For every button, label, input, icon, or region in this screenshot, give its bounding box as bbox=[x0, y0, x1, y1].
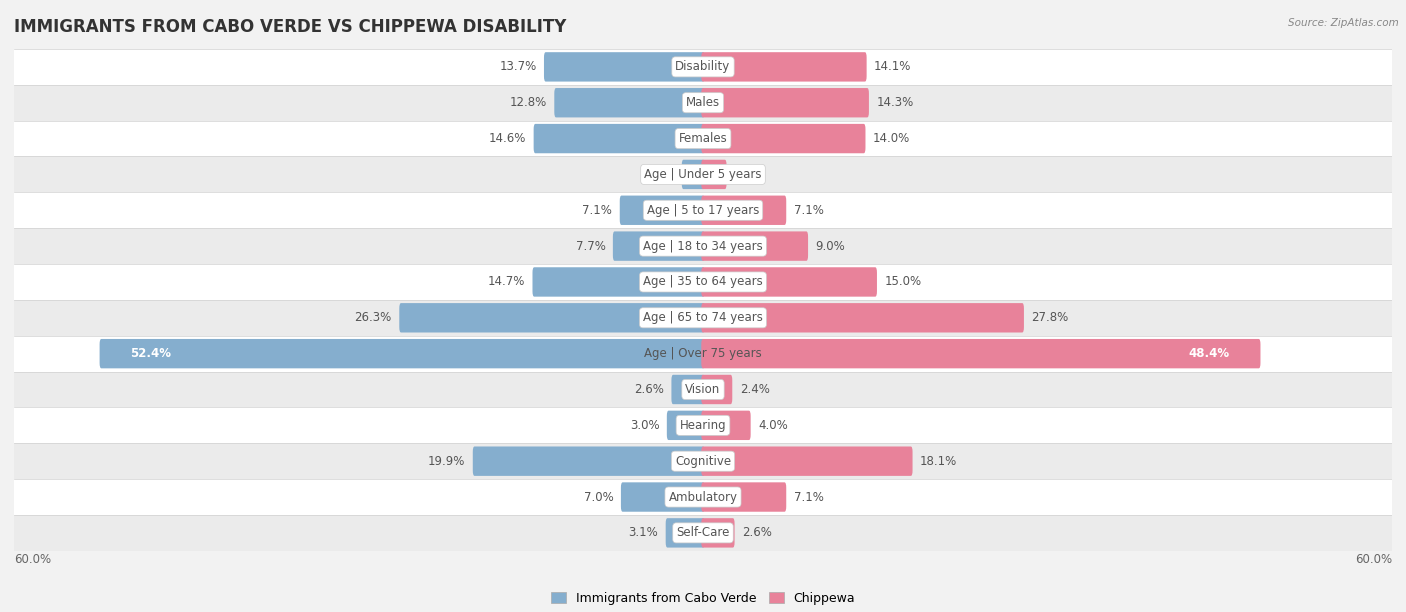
FancyBboxPatch shape bbox=[399, 303, 704, 332]
Text: 1.7%: 1.7% bbox=[644, 168, 675, 181]
FancyBboxPatch shape bbox=[702, 303, 1024, 332]
Text: Ambulatory: Ambulatory bbox=[668, 491, 738, 504]
Text: 1.9%: 1.9% bbox=[734, 168, 763, 181]
Text: 2.4%: 2.4% bbox=[740, 383, 769, 396]
Text: Age | Under 5 years: Age | Under 5 years bbox=[644, 168, 762, 181]
Bar bbox=[14, 479, 1392, 515]
Text: 7.1%: 7.1% bbox=[582, 204, 612, 217]
Text: Age | 18 to 34 years: Age | 18 to 34 years bbox=[643, 240, 763, 253]
Text: 48.4%: 48.4% bbox=[1189, 347, 1230, 360]
Text: 14.6%: 14.6% bbox=[489, 132, 526, 145]
Text: IMMIGRANTS FROM CABO VERDE VS CHIPPEWA DISABILITY: IMMIGRANTS FROM CABO VERDE VS CHIPPEWA D… bbox=[14, 18, 567, 36]
Text: Age | 5 to 17 years: Age | 5 to 17 years bbox=[647, 204, 759, 217]
Text: 7.1%: 7.1% bbox=[794, 204, 824, 217]
Text: Males: Males bbox=[686, 96, 720, 109]
Text: 27.8%: 27.8% bbox=[1032, 312, 1069, 324]
Text: Age | 35 to 64 years: Age | 35 to 64 years bbox=[643, 275, 763, 288]
FancyBboxPatch shape bbox=[666, 411, 704, 440]
FancyBboxPatch shape bbox=[702, 339, 1260, 368]
FancyBboxPatch shape bbox=[533, 267, 704, 297]
Text: 12.8%: 12.8% bbox=[509, 96, 547, 109]
Text: 14.1%: 14.1% bbox=[875, 61, 911, 73]
FancyBboxPatch shape bbox=[100, 339, 704, 368]
FancyBboxPatch shape bbox=[534, 124, 704, 153]
Bar bbox=[14, 49, 1392, 85]
Text: Vision: Vision bbox=[685, 383, 721, 396]
Text: Disability: Disability bbox=[675, 61, 731, 73]
Text: 52.4%: 52.4% bbox=[129, 347, 172, 360]
FancyBboxPatch shape bbox=[682, 160, 704, 189]
Text: Age | Over 75 years: Age | Over 75 years bbox=[644, 347, 762, 360]
FancyBboxPatch shape bbox=[702, 447, 912, 476]
FancyBboxPatch shape bbox=[702, 482, 786, 512]
Text: 2.6%: 2.6% bbox=[634, 383, 664, 396]
Bar bbox=[14, 228, 1392, 264]
FancyBboxPatch shape bbox=[621, 482, 704, 512]
Text: Source: ZipAtlas.com: Source: ZipAtlas.com bbox=[1288, 18, 1399, 28]
FancyBboxPatch shape bbox=[702, 411, 751, 440]
FancyBboxPatch shape bbox=[702, 518, 734, 548]
Text: Females: Females bbox=[679, 132, 727, 145]
Text: 2.6%: 2.6% bbox=[742, 526, 772, 539]
Bar bbox=[14, 192, 1392, 228]
FancyBboxPatch shape bbox=[672, 375, 704, 404]
FancyBboxPatch shape bbox=[472, 447, 704, 476]
FancyBboxPatch shape bbox=[613, 231, 704, 261]
Bar bbox=[14, 264, 1392, 300]
FancyBboxPatch shape bbox=[620, 196, 704, 225]
Text: 26.3%: 26.3% bbox=[354, 312, 392, 324]
Bar bbox=[14, 371, 1392, 408]
Bar bbox=[14, 157, 1392, 192]
Text: 9.0%: 9.0% bbox=[815, 240, 845, 253]
Text: 18.1%: 18.1% bbox=[920, 455, 957, 468]
Bar bbox=[14, 515, 1392, 551]
FancyBboxPatch shape bbox=[665, 518, 704, 548]
Text: 14.0%: 14.0% bbox=[873, 132, 910, 145]
Bar bbox=[14, 336, 1392, 371]
Text: 13.7%: 13.7% bbox=[499, 61, 537, 73]
Bar bbox=[14, 121, 1392, 157]
FancyBboxPatch shape bbox=[702, 52, 866, 81]
FancyBboxPatch shape bbox=[702, 88, 869, 118]
Text: 7.7%: 7.7% bbox=[575, 240, 606, 253]
Text: 19.9%: 19.9% bbox=[427, 455, 465, 468]
Legend: Immigrants from Cabo Verde, Chippewa: Immigrants from Cabo Verde, Chippewa bbox=[546, 587, 860, 610]
FancyBboxPatch shape bbox=[554, 88, 704, 118]
Text: 3.1%: 3.1% bbox=[628, 526, 658, 539]
Text: 60.0%: 60.0% bbox=[1355, 553, 1392, 565]
Text: 14.7%: 14.7% bbox=[488, 275, 524, 288]
FancyBboxPatch shape bbox=[544, 52, 704, 81]
FancyBboxPatch shape bbox=[702, 124, 866, 153]
Text: Age | 65 to 74 years: Age | 65 to 74 years bbox=[643, 312, 763, 324]
Text: 3.0%: 3.0% bbox=[630, 419, 659, 432]
FancyBboxPatch shape bbox=[702, 375, 733, 404]
Text: 7.1%: 7.1% bbox=[794, 491, 824, 504]
Text: 14.3%: 14.3% bbox=[876, 96, 914, 109]
Text: 4.0%: 4.0% bbox=[758, 419, 787, 432]
Bar bbox=[14, 85, 1392, 121]
Text: 7.0%: 7.0% bbox=[583, 491, 613, 504]
FancyBboxPatch shape bbox=[702, 231, 808, 261]
Text: 15.0%: 15.0% bbox=[884, 275, 921, 288]
Bar bbox=[14, 408, 1392, 443]
FancyBboxPatch shape bbox=[702, 267, 877, 297]
Text: Cognitive: Cognitive bbox=[675, 455, 731, 468]
FancyBboxPatch shape bbox=[702, 196, 786, 225]
Bar bbox=[14, 443, 1392, 479]
FancyBboxPatch shape bbox=[702, 160, 727, 189]
Text: Hearing: Hearing bbox=[679, 419, 727, 432]
Text: Self-Care: Self-Care bbox=[676, 526, 730, 539]
Text: 60.0%: 60.0% bbox=[14, 553, 51, 565]
Bar bbox=[14, 300, 1392, 336]
